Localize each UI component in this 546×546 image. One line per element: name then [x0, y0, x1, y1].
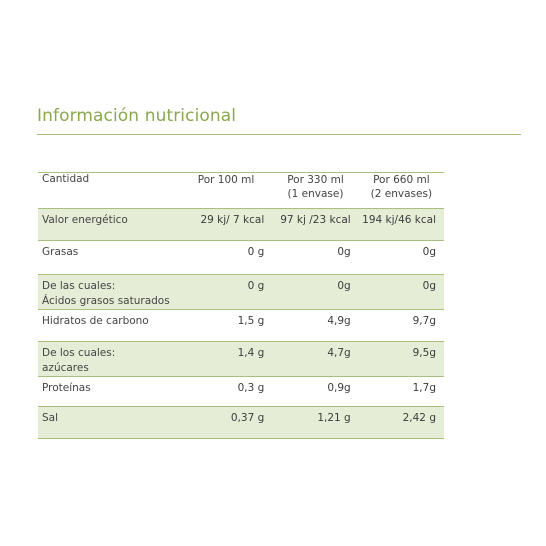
header-per-660ml: Por 660 ml (2 envases) — [359, 173, 444, 209]
header-per-100ml: Por 100 ml — [197, 174, 255, 186]
row-value: 1,4 g — [237, 347, 265, 359]
row-value: 0 g — [247, 280, 265, 292]
row-value: 0g — [422, 246, 436, 258]
nutrition-table: Cantidad Por 100 ml Por 330 ml (1 envase)… — [38, 172, 444, 439]
table-row: Hidratos de carbono 1,5 g 4,9g 9,7g — [38, 309, 444, 342]
row-value: 0,3 g — [237, 382, 265, 394]
header-per-660ml-line2: (2 envases) — [370, 188, 433, 200]
row-value: 9,7g — [412, 315, 436, 327]
row-label: Valor energético — [42, 214, 128, 226]
table-header-row: Cantidad Por 100 ml Por 330 ml (1 envase)… — [38, 172, 444, 209]
row-value: 0g — [337, 246, 351, 258]
row-value: 1,5 g — [237, 315, 265, 327]
row-label: Sal — [42, 412, 59, 424]
row-label: Proteínas — [42, 382, 91, 394]
row-value: 0,37 g — [230, 412, 265, 424]
row-label: Grasas — [42, 246, 79, 258]
header-per-330ml: Por 330 ml (1 envase) — [272, 173, 358, 209]
header-per-330ml-line1: Por 330 ml — [287, 174, 344, 186]
row-value: 2,42 g — [402, 412, 436, 424]
row-value: 29 kj/ 7 kcal — [200, 214, 265, 226]
row-value: 4,7g — [327, 347, 351, 359]
header-per-660ml-line1: Por 660 ml — [373, 174, 430, 186]
table-row: Valor energético 29 kj/ 7 kcal 97 kj /23 k… — [38, 208, 444, 241]
row-value: 0,9g — [327, 382, 351, 394]
row-value: 1,21 g — [317, 412, 351, 424]
row-label: Hidratos de carbono — [42, 315, 149, 327]
table-row: Sal 0,37 g 1,21 g 2,42 g — [38, 406, 444, 439]
row-value: 1,7g — [412, 382, 436, 394]
table-row: Grasas 0 g 0g 0g — [38, 240, 444, 275]
page-title: Información nutricional — [37, 106, 237, 126]
row-value: 0 g — [247, 246, 265, 258]
table-row: De los cuales: azúcares 1,4 g 4,7g 9,5g — [38, 341, 444, 377]
header-per-330ml-line2: (1 envase) — [287, 188, 344, 200]
row-value: 194 kj/46 kcal — [362, 214, 436, 226]
table-row: Proteínas 0,3 g 0,9g 1,7g — [38, 376, 444, 407]
row-value: 0g — [422, 280, 436, 292]
row-value: 9,5g — [412, 347, 436, 359]
title-divider — [37, 134, 521, 135]
row-value: 4,9g — [327, 315, 351, 327]
row-label: De los cuales: azúcares — [42, 347, 116, 374]
row-label: De las cuales: Ácidos grasos saturados — [42, 280, 170, 307]
header-quantity: Cantidad — [42, 173, 90, 185]
row-value: 0g — [337, 280, 351, 292]
table-row: De las cuales: Ácidos grasos saturados 0 g… — [38, 274, 444, 310]
row-value: 97 kj /23 kcal — [280, 214, 351, 226]
